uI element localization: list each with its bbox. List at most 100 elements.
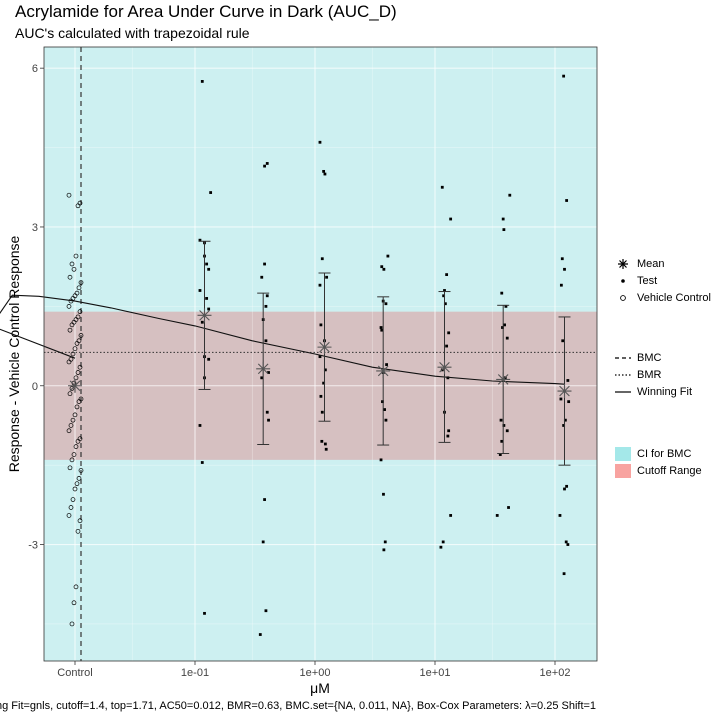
vehicle-control-point xyxy=(68,423,74,428)
test-point xyxy=(318,140,322,144)
mean-marker xyxy=(376,363,391,378)
test-point xyxy=(443,302,447,306)
vehicle-control-point xyxy=(68,505,74,510)
vehicle-control-point xyxy=(76,476,82,481)
mean-marker xyxy=(256,361,271,376)
test-point xyxy=(566,379,570,382)
legend-ci-label: CI for BMC xyxy=(637,447,692,460)
test-point xyxy=(495,514,499,517)
test-point xyxy=(323,442,327,446)
vehicle-control-point xyxy=(75,203,81,209)
test-point xyxy=(567,400,571,404)
test-point xyxy=(558,514,562,517)
test-point xyxy=(507,506,510,509)
asterisk-icon xyxy=(612,255,634,272)
vehicle-control-point xyxy=(77,309,83,315)
test-point xyxy=(449,217,453,221)
legend-winning-fit-label: Winning Fit xyxy=(637,385,693,398)
test-point xyxy=(267,371,270,374)
vehicle-control-point xyxy=(71,600,77,606)
x-tick-label: 1e+00 xyxy=(300,667,331,679)
test-point xyxy=(198,289,202,292)
legend-fills: CI for BMC Cutoff Range xyxy=(612,445,702,479)
test-point xyxy=(561,339,565,343)
vehicle-control-point xyxy=(73,253,79,259)
test-point xyxy=(499,418,503,422)
test-point xyxy=(562,74,566,78)
test-point xyxy=(207,267,211,271)
test-point xyxy=(383,408,386,411)
vehicle-control-point xyxy=(70,351,76,357)
test-point xyxy=(322,381,326,385)
test-point xyxy=(200,461,204,464)
test-point xyxy=(261,540,265,544)
test-point xyxy=(200,320,204,324)
vehicle-control-point xyxy=(71,266,77,272)
vehicle-control-point xyxy=(69,322,75,328)
chart-subtitle: AUC's calculated with trapezoidal rule xyxy=(15,25,250,41)
legend-winning-fit: Winning Fit xyxy=(612,383,692,400)
legend-bmc: BMC xyxy=(612,349,692,366)
test-point xyxy=(267,418,270,422)
test-point xyxy=(565,484,569,488)
test-point xyxy=(565,199,569,202)
test-point xyxy=(563,267,566,271)
test-point xyxy=(503,323,506,327)
test-point xyxy=(440,185,444,189)
mean-marker xyxy=(437,360,452,375)
test-point xyxy=(382,548,386,552)
test-point xyxy=(205,297,209,300)
test-point xyxy=(265,410,269,414)
test-point xyxy=(207,307,211,311)
vehicle-control-point xyxy=(77,364,83,370)
test-point xyxy=(207,357,211,361)
test-point xyxy=(264,304,268,308)
test-point xyxy=(442,294,446,298)
vehicle-control-point xyxy=(70,497,76,502)
mean-marker xyxy=(197,308,212,323)
y-tick-label: 0 xyxy=(32,381,38,393)
vehicle-control-point xyxy=(77,518,83,524)
vehicle-control-point xyxy=(76,399,82,404)
test-point xyxy=(260,376,264,380)
test-point xyxy=(566,543,570,546)
chart-title: Acrylamide for Area Under Curve in Dark … xyxy=(15,2,397,21)
test-point xyxy=(443,289,446,292)
vehicle-control-point xyxy=(78,468,84,473)
vehicle-control-point xyxy=(74,404,80,410)
test-point xyxy=(500,291,504,295)
test-point xyxy=(203,611,206,615)
test-point xyxy=(439,545,443,549)
test-point xyxy=(504,304,508,308)
vehicle-control-point xyxy=(78,333,84,338)
x-tick-label: Control xyxy=(57,667,92,679)
test-point xyxy=(564,540,568,544)
legend-test-label: Test xyxy=(637,274,658,287)
vehicle-control-point xyxy=(73,444,79,449)
test-point xyxy=(502,228,506,232)
winning-fit-curve xyxy=(0,294,565,385)
x-tick-label: 1e-01 xyxy=(181,667,209,679)
plot-border xyxy=(43,46,598,662)
vehicle-control-point xyxy=(72,486,78,492)
y-axis-title: Response - Vehicle Control Response xyxy=(6,235,22,472)
test-point xyxy=(501,217,505,221)
test-point xyxy=(325,275,329,279)
test-point xyxy=(320,257,324,261)
test-point xyxy=(447,331,451,335)
test-point xyxy=(384,302,388,306)
test-point xyxy=(380,265,384,269)
vehicle-control-point xyxy=(67,391,73,397)
fit-summary-footer: ng Fit=gnls, cutoff=1.4, top=1.71, AC50=… xyxy=(0,700,597,712)
vehicle-control-point xyxy=(67,465,73,471)
ci-swatch-icon xyxy=(612,445,634,462)
x-axis-title: μM xyxy=(310,680,330,696)
test-point xyxy=(502,424,506,427)
test-point xyxy=(198,238,202,242)
legend-points: Mean Test Vehicle Control xyxy=(612,255,711,306)
test-point xyxy=(501,326,504,329)
test-point xyxy=(385,363,388,366)
test-point xyxy=(264,609,268,613)
test-point xyxy=(446,434,450,438)
